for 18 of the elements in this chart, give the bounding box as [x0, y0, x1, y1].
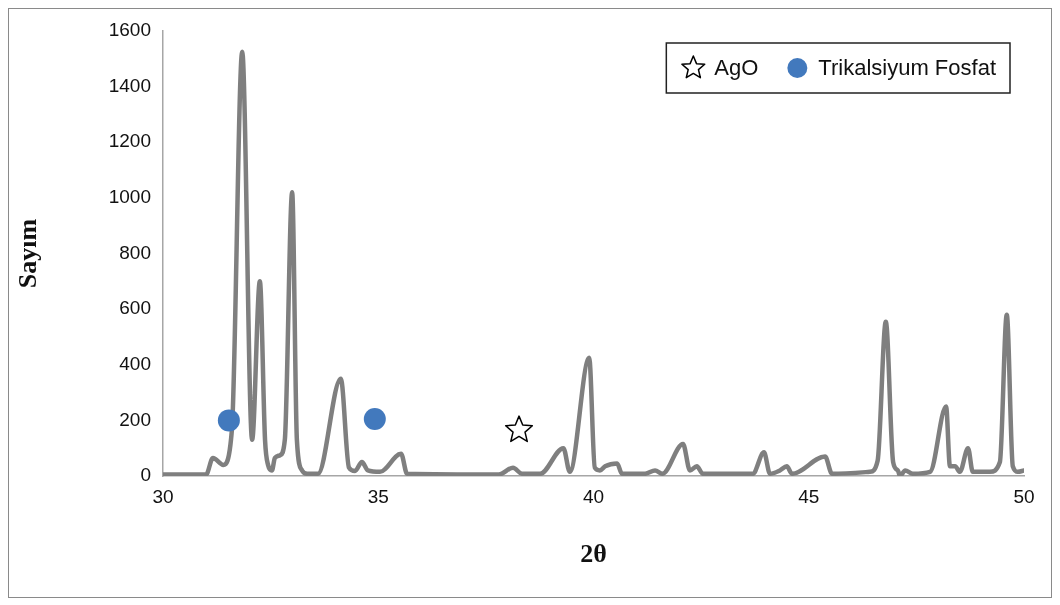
y-tick-label: 1400	[108, 74, 151, 96]
y-axis-title: Sayım	[13, 218, 43, 289]
y-tick-label: 1600	[108, 19, 151, 41]
y-tick-label: 200	[119, 408, 151, 430]
x-tick-label: 45	[798, 485, 820, 507]
y-tick-label: 1200	[108, 130, 151, 152]
x-axis-title: 2θ	[580, 539, 607, 569]
legend-label: Trikalsiyum Fosfat	[818, 55, 996, 81]
y-tick-label: 400	[119, 352, 151, 374]
y-tick-label: 0	[140, 464, 151, 486]
x-tick-label: 35	[367, 485, 389, 507]
legend-label: AgO	[714, 55, 759, 81]
x-tick-label: 30	[152, 485, 174, 507]
x-tick-label: 40	[582, 485, 605, 507]
y-tick-label: 1000	[108, 186, 151, 208]
y-tick-label: 800	[119, 241, 151, 263]
y-tick-label: 600	[119, 297, 151, 319]
x-tick-label: 50	[1013, 485, 1035, 507]
